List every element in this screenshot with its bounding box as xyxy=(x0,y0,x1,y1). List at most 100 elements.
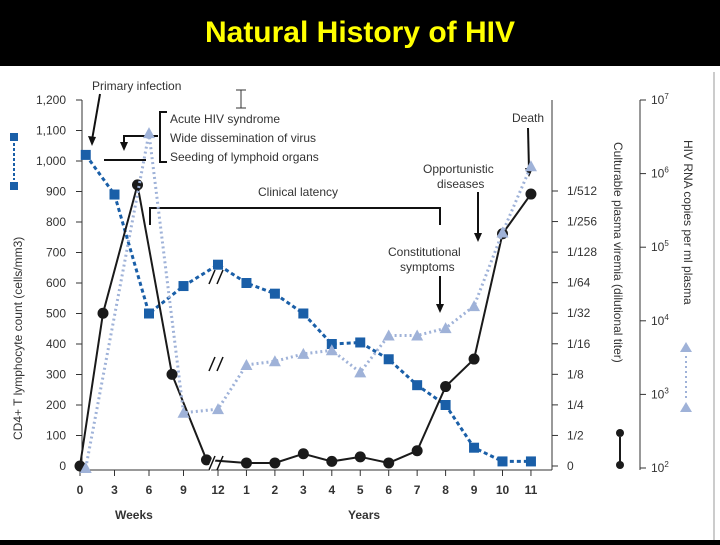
axis-break-cd4 xyxy=(208,269,216,285)
cd4-point xyxy=(144,308,154,319)
rna-point xyxy=(354,366,367,378)
cd4-point xyxy=(440,400,451,410)
opportunistic-line-1: Opportunistic xyxy=(423,162,494,176)
cd4-legend-marker xyxy=(10,133,18,141)
axis-break-bottom xyxy=(208,455,216,471)
viremia-point xyxy=(240,457,252,469)
cd4-point xyxy=(412,380,423,391)
y-mid-tick-label: 1/512 xyxy=(567,184,597,198)
death-label: Death xyxy=(512,111,544,125)
acute-line-3: Seeding of lymphoid organs xyxy=(170,150,319,164)
cd4-point xyxy=(497,456,508,467)
x-week-tick-label: 12 xyxy=(211,483,225,497)
viremia-legend-marker-bottom xyxy=(616,461,624,469)
y-mid-tick-label: 1/2 xyxy=(567,428,584,442)
death-arrow-line xyxy=(527,127,530,171)
rna-point xyxy=(177,406,190,418)
cd4-point xyxy=(469,442,480,453)
cd4-line xyxy=(84,154,531,463)
x-year-tick-label: 7 xyxy=(414,483,421,497)
x-year-tick-label: 3 xyxy=(300,483,307,497)
axis-break-rna xyxy=(208,356,216,372)
primary-infection-label: Primary infection xyxy=(92,79,181,93)
viremia-point xyxy=(201,454,212,466)
x-week-tick-label: 6 xyxy=(146,483,153,497)
rna-point xyxy=(496,226,509,238)
x-axis-years-label: Years xyxy=(348,508,380,522)
y-mid-tick-label: 1/32 xyxy=(567,306,591,320)
constitutional-line-1: Constitutional xyxy=(388,245,461,259)
rna-point xyxy=(524,160,537,172)
y-left-tick-label: 800 xyxy=(46,215,66,229)
y-left-tick-label: 900 xyxy=(46,185,66,199)
constitutional-line-2: symptoms xyxy=(400,260,455,274)
cd4-point xyxy=(355,337,366,348)
y-right-tick-label: 105 xyxy=(651,239,669,254)
cd4-point xyxy=(109,189,120,200)
x-year-tick-label: 11 xyxy=(525,483,538,497)
cd4-point xyxy=(326,339,337,349)
y-right-tick-label: 103 xyxy=(651,386,669,401)
cd4-legend-marker-2 xyxy=(10,182,18,190)
x-year-tick-label: 10 xyxy=(496,483,510,497)
y-mid-tick-label: 1/64 xyxy=(567,276,591,290)
primary-infection-arrow xyxy=(91,93,101,141)
x-year-tick-label: 4 xyxy=(328,483,335,497)
y-mid-tick-label: 0 xyxy=(567,459,574,473)
viremia-legend-marker-top xyxy=(616,429,624,437)
slide-title: Natural History of HIV xyxy=(204,16,516,49)
x-axis-weeks-label: Weeks xyxy=(115,508,153,522)
viremia-point xyxy=(269,457,281,469)
y-mid-tick-label: 1/16 xyxy=(567,337,591,351)
axis-breaks xyxy=(207,269,224,471)
acute-line-1: Acute HIV syndrome xyxy=(170,112,280,126)
viremia-point xyxy=(166,368,178,380)
viremia-point xyxy=(440,381,452,393)
viremia-point xyxy=(297,448,309,460)
y-mid-tick-label: 1/8 xyxy=(567,367,584,381)
primary-infection-arrowhead xyxy=(88,136,96,146)
cd4-point xyxy=(80,149,91,160)
viremia-point xyxy=(97,307,109,319)
rna-point xyxy=(212,403,224,415)
x-year-tick-label: 8 xyxy=(442,483,449,497)
y-right-tick-label: 104 xyxy=(651,313,669,328)
y-axis-left-title: CD4+ T lymphocyte count (cells/mm3) xyxy=(11,237,25,440)
y-left-tick-label: 1,000 xyxy=(36,154,66,168)
viremia-point xyxy=(354,451,366,463)
viremia-line xyxy=(79,184,532,467)
viremia-point xyxy=(326,455,338,467)
y-right-tick-label: 106 xyxy=(651,166,669,181)
viremia-point xyxy=(468,353,480,365)
y-left-tick-label: 300 xyxy=(46,368,66,382)
viremia-point xyxy=(525,188,537,200)
x-year-tick-label: 6 xyxy=(385,483,392,497)
viremia-point xyxy=(383,457,395,469)
cd4-point xyxy=(178,281,189,292)
acute-bracket xyxy=(159,111,167,163)
viremia-point xyxy=(411,445,423,457)
constitutional-arrowhead xyxy=(436,304,444,313)
opportunistic-arrowhead xyxy=(474,233,482,242)
title-bar: Natural History of HIV xyxy=(0,0,720,66)
clinical-latency-label: Clinical latency xyxy=(258,185,338,199)
y-left-tick-label: 200 xyxy=(46,398,66,412)
rna-point xyxy=(439,322,452,334)
cd4-point xyxy=(213,259,223,270)
y-left-tick-label: 500 xyxy=(46,307,66,321)
clinical-latency-bracket xyxy=(149,207,441,225)
y-axis-right-title: HIV RNA copies per ml plasma xyxy=(681,140,695,305)
cd4-point xyxy=(383,354,394,365)
y-left-tick-label: 1,200 xyxy=(36,93,66,107)
y-left-tick-label: 700 xyxy=(46,246,66,260)
y-right-tick-label: 107 xyxy=(651,92,669,107)
axis-break-bottom xyxy=(216,455,224,471)
y-mid-tick-label: 1/128 xyxy=(567,245,597,259)
y-left-tick-label: 1,100 xyxy=(36,124,66,138)
rna-point xyxy=(240,358,253,370)
cd4-point xyxy=(298,308,309,319)
y-mid-tick-label: 1/4 xyxy=(567,398,584,412)
chart-panel: CD4+ T lymphocyte count (cells/mm3) Cult… xyxy=(0,66,720,540)
x-week-tick-label: 3 xyxy=(111,483,118,497)
y-left-tick-label: 0 xyxy=(59,459,66,473)
